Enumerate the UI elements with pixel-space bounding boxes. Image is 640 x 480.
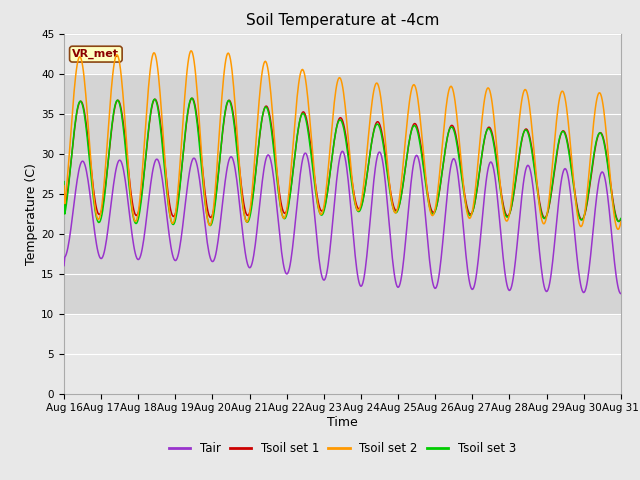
Legend: Tair, Tsoil set 1, Tsoil set 2, Tsoil set 3: Tair, Tsoil set 1, Tsoil set 2, Tsoil se… [164, 437, 520, 460]
Bar [64, 73, 621, 313]
Title: Soil Temperature at -4cm: Soil Temperature at -4cm [246, 13, 439, 28]
X-axis label: Time: Time [327, 416, 358, 429]
Text: VR_met: VR_met [72, 49, 119, 59]
Y-axis label: Temperature (C): Temperature (C) [25, 163, 38, 264]
